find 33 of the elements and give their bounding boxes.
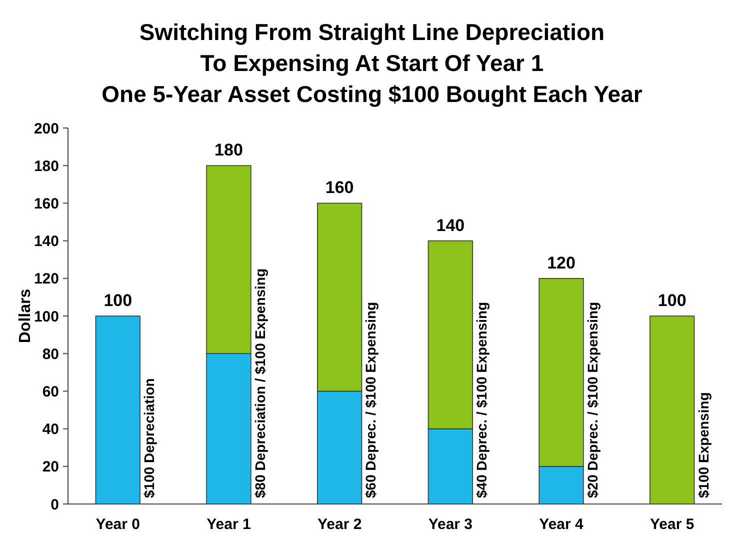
x-tick-label: Year 1: [206, 516, 251, 533]
total-label: 120: [547, 253, 576, 272]
annotation: $100 Depreciation: [141, 378, 158, 498]
x-tick-label: Year 5: [650, 516, 694, 533]
annotation: $20 Deprec. / $100 Expensing: [584, 302, 600, 498]
chart-title: Switching From Straight Line Depreciation To Expensing At Start Of Year 1 One 5-Year Asset Costing $100 Bought Each Year: [102, 19, 642, 107]
y-tick-label: 60: [42, 383, 59, 400]
y-tick-label: 100: [34, 308, 59, 326]
annotation: $40 Deprec. / $100 Expensing: [474, 302, 490, 498]
y-tick-label: 200: [34, 120, 59, 138]
total-label: 160: [325, 178, 354, 198]
annotation: $100 Expensing: [695, 392, 712, 498]
x-tick-label: Year 4: [539, 516, 584, 533]
y-tick-label: 20: [42, 458, 59, 476]
y-tick-label: 120: [34, 270, 59, 288]
y-tick-label: 160: [34, 195, 59, 212]
total-label: 100: [104, 291, 132, 310]
y-tick-label: 80: [42, 346, 59, 363]
y-tick-label: 40: [42, 421, 59, 438]
annotation: $60 Deprec. / $100 Expensing: [362, 302, 379, 498]
y-tick-label: 0: [50, 496, 59, 514]
bar: [95, 316, 140, 504]
y-axis-title: Dollars: [17, 288, 34, 344]
x-tick-label: Year 0: [96, 516, 140, 533]
bar: [650, 316, 695, 504]
annotation: $80 Depreciation / $100 Expensing: [252, 268, 268, 498]
total-label: 180: [214, 140, 243, 160]
total-label: 100: [658, 291, 686, 310]
total-label: 140: [436, 216, 465, 235]
y-tick-label: 140: [34, 233, 59, 250]
x-tick-label: Year 3: [428, 516, 473, 533]
y-tick-label: 180: [34, 158, 59, 175]
x-tick-label: Year 2: [317, 516, 362, 533]
